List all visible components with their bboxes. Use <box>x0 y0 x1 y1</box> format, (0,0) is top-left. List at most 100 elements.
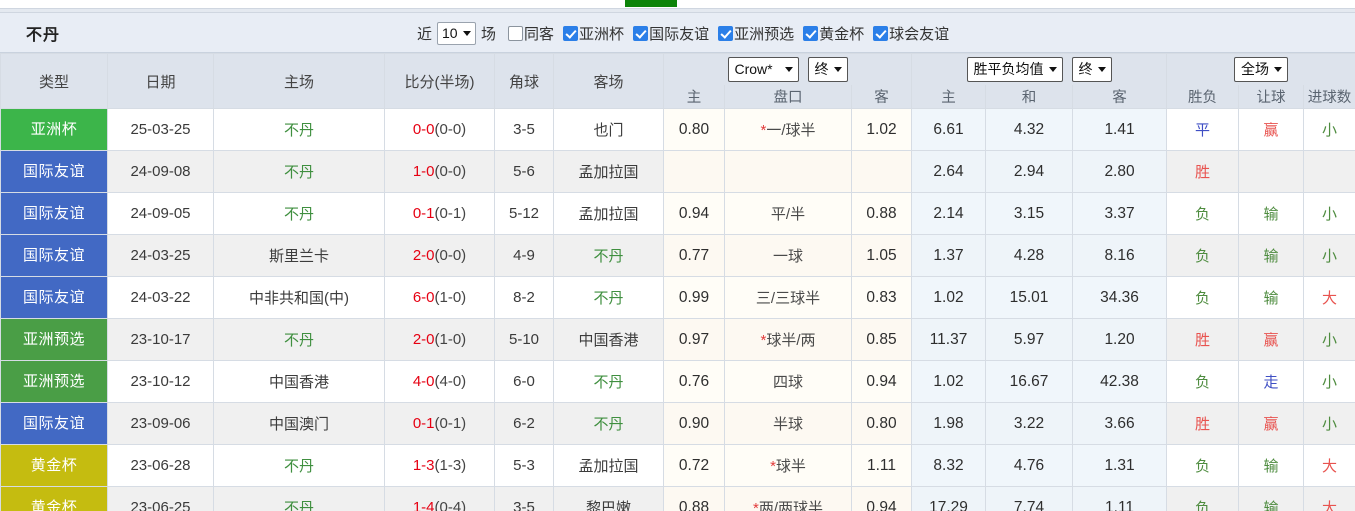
filter-checkbox-0[interactable] <box>563 25 579 41</box>
th-europe-away[interactable]: 客 <box>1072 84 1168 109</box>
cell-corner: 4-9 <box>494 234 554 277</box>
th-home[interactable]: 主场 <box>213 53 385 109</box>
handicap-stage-select[interactable]: 初终 <box>807 56 848 82</box>
corner-score: 5-12 <box>508 205 540 222</box>
th-corner[interactable]: 角球 <box>494 53 554 109</box>
result-badge: 胜 <box>1195 164 1211 181</box>
cell-away[interactable]: 也门 <box>553 108 664 151</box>
th-europe-home[interactable]: 主 <box>911 84 987 109</box>
active-tab-indicator[interactable] <box>625 0 677 7</box>
cell-corner: 5-10 <box>494 318 554 361</box>
table-row[interactable]: 国际友谊 24-09-05 不丹 0-1(0-1) 5-12 孟加拉国 0.94 平/半 0.8… <box>0 192 1355 235</box>
cell-corner: 6-0 <box>494 360 554 403</box>
cell-away[interactable]: 孟加拉国 <box>553 150 664 193</box>
table-row[interactable]: 国际友谊 23-09-06 中国澳门 0-1(0-1) 6-2 不丹 0.90 半球 0.80 1… <box>0 402 1355 445</box>
cell-away[interactable]: 孟加拉国 <box>553 444 664 487</box>
th-away[interactable]: 客场 <box>553 53 664 109</box>
result-badge: 负 <box>1195 500 1211 511</box>
europe-away-odds: 3.66 <box>1104 414 1135 432</box>
cell-away[interactable]: 不丹 <box>553 276 664 319</box>
cell-europe-away: 1.31 <box>1072 444 1168 487</box>
cell-type[interactable]: 亚洲预选 <box>0 360 108 403</box>
cell-handicap-result: 赢 <box>1238 402 1305 445</box>
th-handicap-result[interactable]: 让球 <box>1238 84 1305 109</box>
th-handicap-line[interactable]: 盘口 <box>724 84 852 109</box>
table-row[interactable]: 国际友谊 24-03-22 中非共和国(中) 6-0(1-0) 8-2 不丹 0.99 三/三… <box>0 276 1355 319</box>
cell-handicap-away: 1.05 <box>850 234 913 277</box>
th-handicap-away[interactable]: 客 <box>850 84 913 109</box>
corner-score: 5-3 <box>513 457 535 474</box>
cell-europe-home: 1.02 <box>911 276 987 319</box>
cell-corner: 8-2 <box>494 276 554 319</box>
cell-date: 23-10-17 <box>107 318 214 361</box>
europe-company-select[interactable]: 胜平负均值威廉希尔Bet365 <box>966 56 1063 82</box>
cell-home[interactable]: 中国香港 <box>213 360 385 403</box>
cell-type[interactable]: 国际友谊 <box>0 276 108 319</box>
cell-home[interactable]: 中国澳门 <box>213 402 385 445</box>
table-row[interactable]: 亚洲预选 23-10-12 中国香港 4-0(4-0) 6-0 不丹 0.76 四球 0.94 1… <box>0 360 1355 403</box>
filter-label-1: 国际友谊 <box>649 25 710 43</box>
cell-home[interactable]: 不丹 <box>213 486 385 511</box>
th-score[interactable]: 比分(半场) <box>384 53 495 109</box>
cell-home[interactable]: 中非共和国(中) <box>213 276 385 319</box>
cell-home[interactable]: 不丹 <box>213 108 385 151</box>
handicap-line: 球半/两 <box>766 332 816 349</box>
table-row[interactable]: 黄金杯 23-06-25 不丹 1-4(0-4) 3-5 黎巴嫩 0.88 *两/两球半 0.9… <box>0 486 1355 511</box>
th-type[interactable]: 类型 <box>0 53 108 109</box>
cell-away[interactable]: 不丹 <box>553 234 664 277</box>
result-badge: 胜 <box>1195 332 1211 349</box>
cell-away[interactable]: 不丹 <box>553 402 664 445</box>
handicap-result-badge: 输 <box>1263 206 1279 223</box>
cell-europe-away: 42.38 <box>1072 360 1168 403</box>
table-row[interactable]: 国际友谊 24-03-25 斯里兰卡 2-0(0-0) 4-9 不丹 0.77 一球 1.05 1… <box>0 234 1355 277</box>
table-row[interactable]: 亚洲预选 23-10-17 不丹 2-0(1-0) 5-10 中国香港 0.97 *球半/两 0… <box>0 318 1355 361</box>
cell-home[interactable]: 不丹 <box>213 150 385 193</box>
th-europe-draw[interactable]: 和 <box>985 84 1074 109</box>
handicap-home-odds: 0.94 <box>678 204 710 222</box>
europe-stage-select[interactable]: 初终 <box>1071 56 1112 82</box>
cell-type[interactable]: 国际友谊 <box>0 192 108 235</box>
cell-type[interactable]: 国际友谊 <box>0 402 108 445</box>
cell-europe-home: 1.37 <box>911 234 987 277</box>
handicap-result-badge: 赢 <box>1263 122 1279 139</box>
cell-home[interactable]: 不丹 <box>213 318 385 361</box>
handicap-result-badge: 赢 <box>1263 332 1279 349</box>
cell-away[interactable]: 中国香港 <box>553 318 664 361</box>
match-count-select[interactable]: 6102030 <box>437 21 477 45</box>
th-date[interactable]: 日期 <box>107 53 214 109</box>
handicap-company-select[interactable]: Crow*Bet365易胜博澳门 <box>727 56 799 82</box>
cell-handicap-away: 0.83 <box>850 276 913 319</box>
cell-type[interactable]: 国际友谊 <box>0 150 108 193</box>
page-title: 不丹 <box>26 26 61 44</box>
cell-home[interactable]: 不丹 <box>213 192 385 235</box>
handicap-away-odds: 0.94 <box>866 372 897 390</box>
match-date: 23-06-28 <box>130 457 191 474</box>
cell-home[interactable]: 不丹 <box>213 444 385 487</box>
table-row[interactable]: 亚洲杯 25-03-25 不丹 0-0(0-0) 3-5 也门 0.80 *一/球半 1.02 6… <box>0 108 1355 151</box>
cell-away[interactable]: 黎巴嫩 <box>553 486 664 511</box>
table-row[interactable]: 黄金杯 23-06-28 不丹 1-3(1-3) 5-3 孟加拉国 0.72 *球半 1.11 8… <box>0 444 1355 487</box>
th-result[interactable]: 胜负 <box>1166 84 1240 109</box>
th-goals[interactable]: 进球数 <box>1303 84 1355 109</box>
cell-away[interactable]: 孟加拉国 <box>553 192 664 235</box>
cell-away[interactable]: 不丹 <box>553 360 664 403</box>
filter-checkbox-2[interactable] <box>718 25 734 41</box>
cell-type[interactable]: 国际友谊 <box>0 234 108 277</box>
cell-score: 6-0(1-0) <box>384 276 495 319</box>
europe-home-odds: 17.29 <box>929 498 968 511</box>
period-select[interactable]: 全场半场 <box>1234 56 1289 82</box>
filter-checkbox-4[interactable] <box>873 25 889 41</box>
table-row[interactable]: 国际友谊 24-09-08 不丹 1-0(0-0) 5-6 孟加拉国 2.64 2.94 2.8… <box>0 150 1355 193</box>
cell-home[interactable]: 斯里兰卡 <box>213 234 385 277</box>
cell-type[interactable]: 黄金杯 <box>0 444 108 487</box>
cell-type[interactable]: 亚洲预选 <box>0 318 108 361</box>
same-venue-checkbox[interactable] <box>508 25 524 41</box>
cell-type[interactable]: 亚洲杯 <box>0 108 108 151</box>
th-handicap-home[interactable]: 主 <box>663 84 725 109</box>
filter-checkbox-3[interactable] <box>803 25 819 41</box>
europe-draw-odds: 5.97 <box>1013 330 1045 348</box>
filter-checkbox-1[interactable] <box>633 25 649 41</box>
cell-handicap-line: *球半 <box>724 444 852 487</box>
cell-type[interactable]: 黄金杯 <box>0 486 108 511</box>
cell-handicap-home <box>663 150 725 193</box>
